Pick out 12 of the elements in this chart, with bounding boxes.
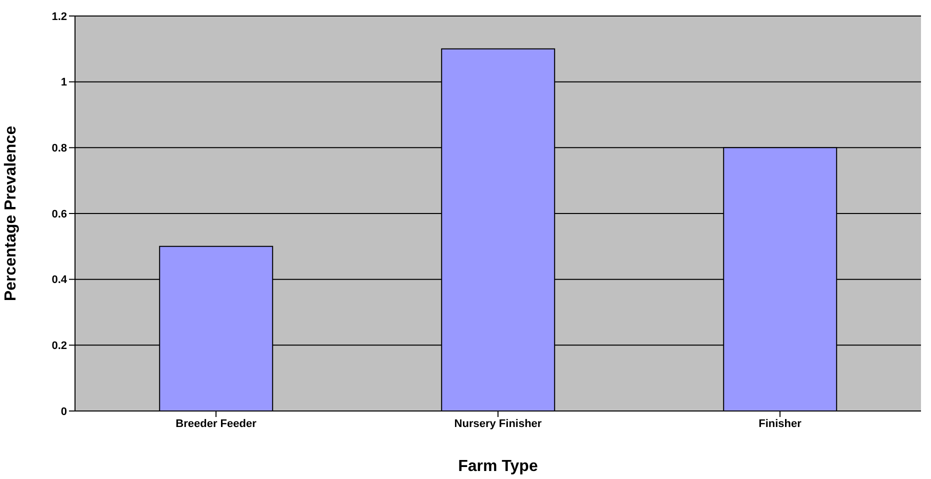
y-axis-title: Percentage Prevalence (2, 126, 20, 302)
y-tick-label: 0.2 (52, 340, 67, 352)
x-tick-label: Breeder Feeder (176, 418, 258, 430)
x-axis-title: Farm Type (458, 458, 538, 475)
y-tick-label: 0.8 (52, 142, 67, 155)
y-tick-label: 1.2 (52, 10, 67, 23)
y-tick-label: 0.6 (52, 208, 67, 220)
y-tick-label: 1 (60, 76, 67, 89)
x-tick-label: Finisher (758, 418, 802, 430)
y-tick-label: 0 (60, 406, 67, 418)
y-tick-label: 0.4 (52, 274, 68, 286)
x-tick-label: Nursery Finisher (454, 418, 542, 430)
